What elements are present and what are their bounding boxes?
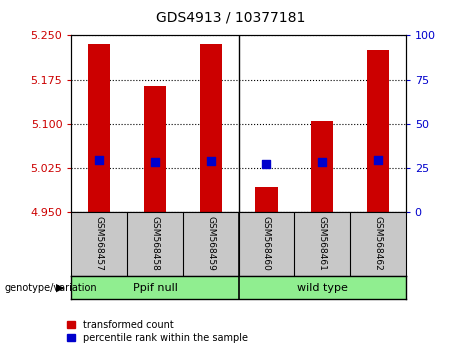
- Point: [95, 158, 103, 163]
- Point: [319, 159, 326, 165]
- Text: GSM568457: GSM568457: [95, 216, 104, 270]
- Point: [207, 158, 214, 164]
- Bar: [88, 44, 111, 212]
- Text: GSM568460: GSM568460: [262, 216, 271, 270]
- Text: wild type: wild type: [297, 282, 348, 293]
- Text: GSM568459: GSM568459: [206, 216, 215, 270]
- Bar: [255, 187, 278, 212]
- Text: GSM568458: GSM568458: [150, 216, 160, 270]
- Text: GSM568461: GSM568461: [318, 216, 327, 270]
- Bar: [200, 44, 222, 212]
- Text: GDS4913 / 10377181: GDS4913 / 10377181: [156, 11, 305, 25]
- Text: genotype/variation: genotype/variation: [5, 282, 97, 293]
- Bar: [311, 121, 333, 212]
- Point: [151, 159, 159, 165]
- Point: [263, 161, 270, 167]
- Text: Ppif null: Ppif null: [133, 282, 177, 293]
- Text: GSM568462: GSM568462: [373, 216, 382, 270]
- Legend: transformed count, percentile rank within the sample: transformed count, percentile rank withi…: [67, 320, 248, 343]
- Bar: [144, 86, 166, 212]
- Text: ▶: ▶: [56, 282, 64, 293]
- Point: [374, 158, 382, 163]
- Bar: [366, 50, 389, 212]
